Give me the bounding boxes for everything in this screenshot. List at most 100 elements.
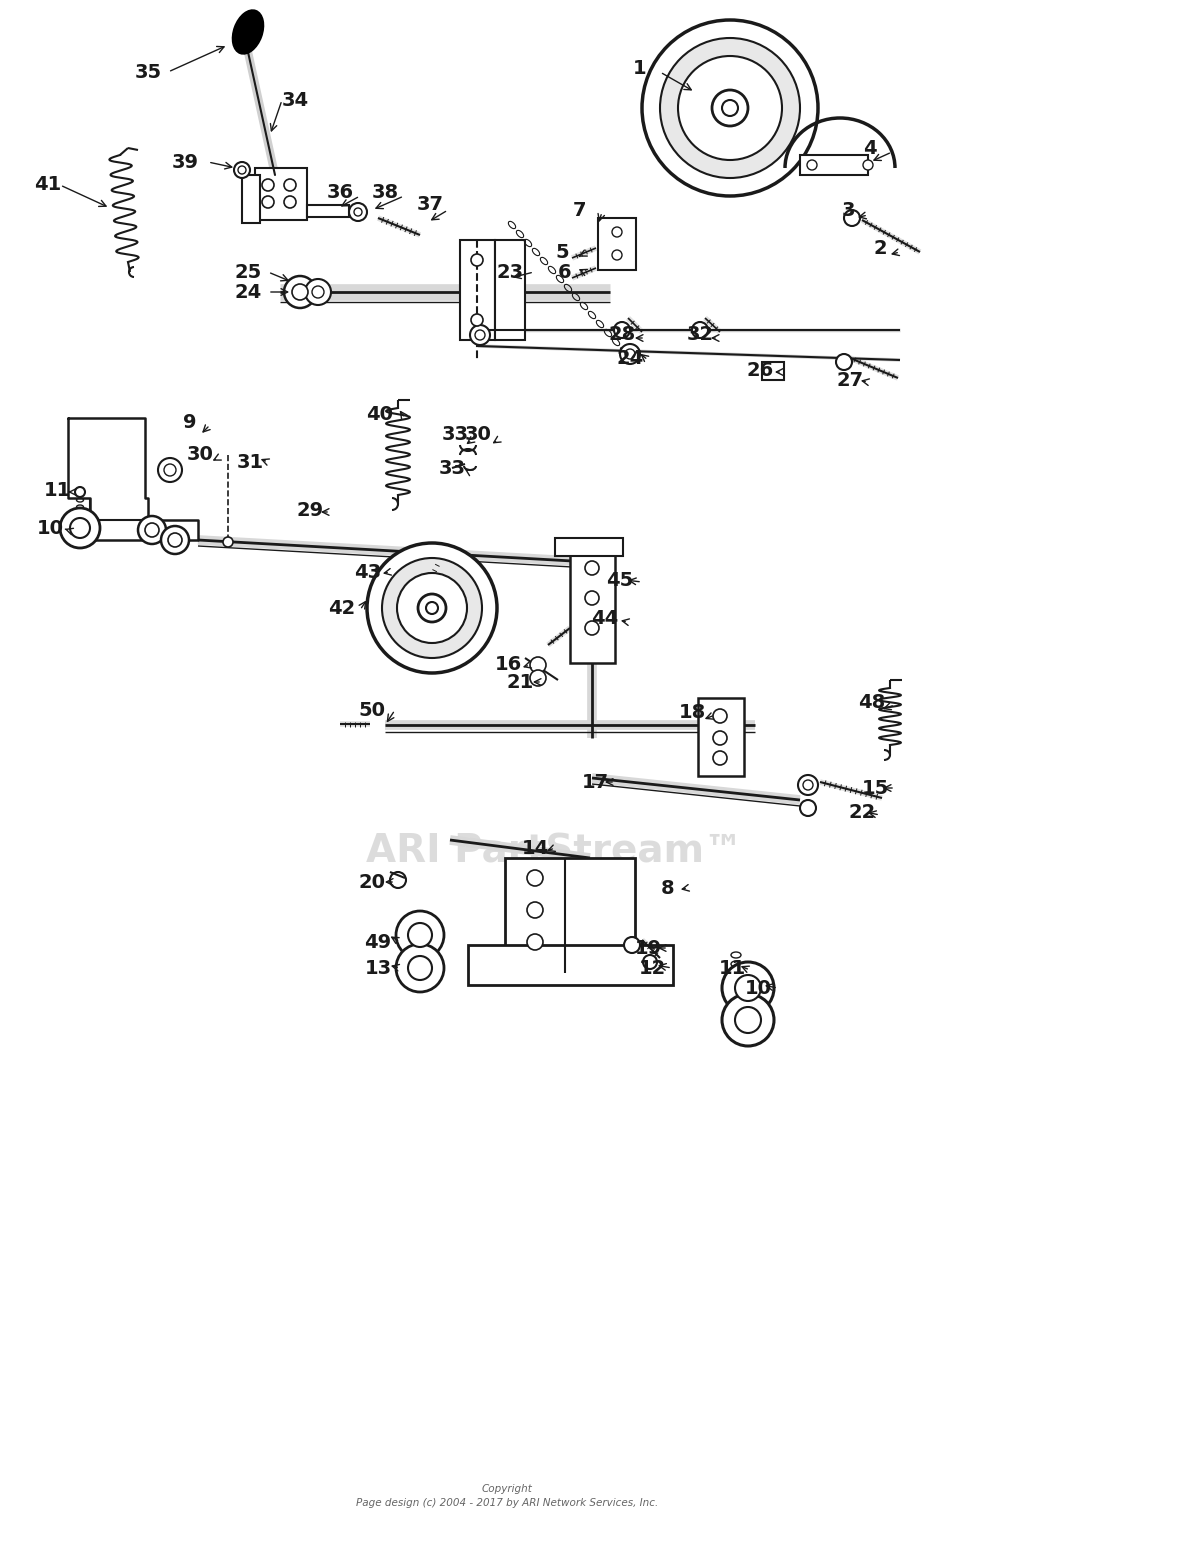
Text: 19: 19: [635, 939, 662, 958]
Bar: [555, 537, 623, 556]
Text: 30: 30: [186, 445, 214, 464]
Bar: [307, 205, 349, 217]
Circle shape: [382, 558, 481, 658]
Circle shape: [643, 954, 657, 968]
Circle shape: [262, 180, 274, 191]
Text: 10: 10: [37, 519, 64, 537]
Circle shape: [678, 56, 782, 159]
Circle shape: [408, 923, 432, 947]
Circle shape: [713, 709, 727, 723]
Circle shape: [60, 508, 100, 548]
Circle shape: [408, 956, 432, 979]
Circle shape: [735, 1007, 761, 1032]
Text: 45: 45: [607, 570, 634, 589]
Text: 1: 1: [634, 58, 647, 78]
Text: 38: 38: [372, 183, 399, 201]
Circle shape: [418, 594, 446, 622]
Text: 30: 30: [465, 425, 491, 445]
Circle shape: [530, 670, 546, 686]
Text: 49: 49: [365, 933, 392, 951]
Text: ARI PartStream™: ARI PartStream™: [366, 833, 743, 870]
Text: 5: 5: [555, 242, 569, 261]
Circle shape: [660, 37, 800, 178]
Bar: [505, 858, 635, 973]
Text: 3: 3: [841, 200, 854, 220]
Text: 9: 9: [183, 412, 197, 431]
Circle shape: [800, 800, 817, 815]
Circle shape: [722, 100, 738, 116]
Circle shape: [722, 962, 774, 1014]
Text: 50: 50: [359, 700, 386, 720]
Circle shape: [284, 195, 296, 208]
Text: 25: 25: [235, 262, 262, 281]
Circle shape: [713, 751, 727, 765]
Circle shape: [530, 658, 546, 673]
Text: 32: 32: [687, 325, 714, 345]
Bar: [255, 169, 307, 220]
Circle shape: [835, 355, 852, 370]
Text: 20: 20: [359, 873, 386, 892]
Circle shape: [585, 561, 599, 575]
Text: 7: 7: [573, 200, 586, 220]
Circle shape: [164, 464, 176, 476]
Circle shape: [426, 601, 438, 614]
Circle shape: [470, 325, 490, 345]
Text: 10: 10: [745, 978, 772, 998]
Text: Copyright
Page design (c) 2004 - 2017 by ARI Network Services, Inc.: Copyright Page design (c) 2004 - 2017 by…: [356, 1484, 658, 1509]
Circle shape: [396, 911, 444, 959]
Text: 12: 12: [638, 959, 666, 978]
Circle shape: [713, 731, 727, 745]
Text: 15: 15: [861, 778, 889, 798]
Text: 39: 39: [171, 153, 198, 172]
Circle shape: [238, 166, 245, 173]
Circle shape: [620, 344, 640, 364]
Text: 27: 27: [837, 370, 864, 389]
Text: 35: 35: [135, 62, 162, 81]
Circle shape: [735, 975, 761, 1001]
Text: 33: 33: [441, 425, 468, 445]
Bar: [598, 219, 636, 270]
Circle shape: [476, 330, 485, 341]
Circle shape: [312, 286, 325, 298]
Circle shape: [304, 280, 332, 305]
Text: 44: 44: [591, 609, 618, 628]
Circle shape: [223, 537, 232, 547]
Text: 24: 24: [235, 283, 262, 301]
Circle shape: [642, 20, 818, 195]
Text: 42: 42: [328, 598, 355, 617]
Text: 28: 28: [609, 325, 636, 345]
Circle shape: [349, 203, 367, 220]
Circle shape: [612, 250, 622, 259]
Circle shape: [70, 519, 90, 537]
Text: 11: 11: [44, 481, 71, 500]
Circle shape: [722, 993, 774, 1047]
Circle shape: [471, 314, 483, 326]
Text: 36: 36: [327, 183, 354, 201]
Text: 16: 16: [494, 656, 522, 675]
Text: 34: 34: [282, 91, 308, 109]
Circle shape: [354, 208, 362, 216]
Text: 29: 29: [296, 500, 323, 520]
Text: 24: 24: [616, 348, 643, 367]
Circle shape: [367, 544, 497, 673]
Text: 48: 48: [858, 692, 886, 712]
Circle shape: [284, 180, 296, 191]
Text: 18: 18: [678, 703, 706, 722]
Circle shape: [691, 322, 708, 337]
Text: 37: 37: [417, 195, 444, 214]
Text: 43: 43: [354, 562, 381, 581]
Bar: [762, 362, 784, 380]
Circle shape: [168, 533, 182, 547]
Text: 40: 40: [367, 406, 393, 425]
Text: 33: 33: [439, 459, 465, 478]
Text: 26: 26: [747, 361, 774, 380]
Text: 22: 22: [848, 803, 876, 822]
Text: 31: 31: [236, 453, 263, 472]
Circle shape: [527, 901, 543, 918]
Circle shape: [612, 226, 622, 237]
Bar: [699, 698, 745, 776]
Circle shape: [158, 458, 182, 483]
Bar: [242, 175, 260, 223]
Text: 13: 13: [365, 959, 392, 978]
Circle shape: [798, 775, 818, 795]
